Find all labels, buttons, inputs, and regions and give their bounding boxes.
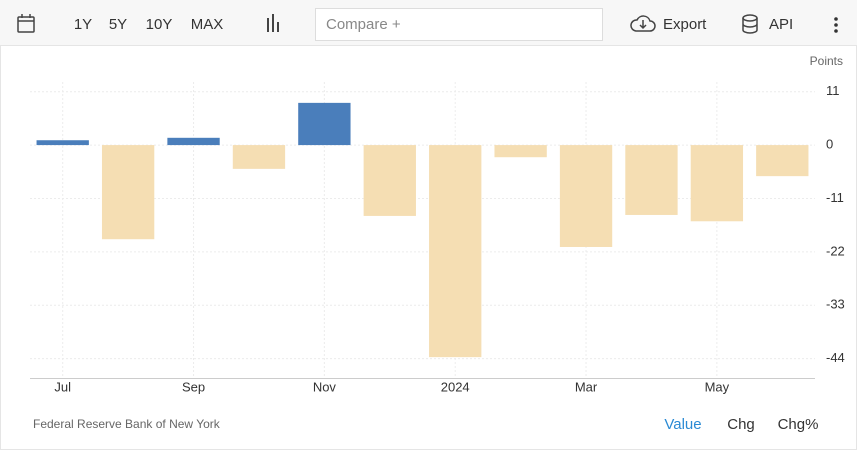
bar xyxy=(363,145,416,216)
x-tick-label: Nov xyxy=(313,379,337,394)
api-icon[interactable] xyxy=(742,14,758,34)
export-button[interactable]: Export xyxy=(663,16,707,33)
range-button[interactable]: 10Y xyxy=(146,16,173,33)
x-tick-label: Sep xyxy=(182,379,205,394)
tab-chg[interactable]: Chg xyxy=(727,416,755,433)
y-axis-label: Points xyxy=(810,54,843,68)
bar xyxy=(36,140,89,146)
tab-value[interactable]: Value xyxy=(664,416,701,433)
bar xyxy=(298,102,351,146)
chart-type-icon[interactable] xyxy=(267,14,279,32)
y-tick-label: -11 xyxy=(826,190,844,205)
compare-box[interactable] xyxy=(315,8,603,41)
y-tick-label: 11 xyxy=(826,83,840,98)
bar xyxy=(101,145,155,240)
y-tick-label: -22 xyxy=(826,243,845,258)
bar xyxy=(756,145,809,177)
bar xyxy=(625,145,678,215)
y-tick-label: -33 xyxy=(826,297,845,312)
x-tick-label: Jul xyxy=(54,379,71,394)
range-button[interactable]: MAX xyxy=(191,16,224,33)
bar xyxy=(559,145,613,247)
bar xyxy=(167,137,220,146)
bar xyxy=(429,145,482,358)
range-button[interactable]: 5Y xyxy=(109,16,127,33)
y-tick-label: -44 xyxy=(826,350,845,365)
tab-chg-pct[interactable]: Chg% xyxy=(778,416,819,433)
chart-frame xyxy=(0,45,857,450)
bar xyxy=(232,145,286,169)
x-tick-label: 2024 xyxy=(441,379,470,394)
y-tick-label: 0 xyxy=(826,137,833,152)
x-tick-label: May xyxy=(705,379,730,394)
bar xyxy=(494,145,547,158)
x-tick-label: Mar xyxy=(575,379,598,394)
compare-input[interactable]: Compare + xyxy=(326,16,401,33)
export-icon[interactable] xyxy=(630,15,656,32)
bar xyxy=(690,145,744,222)
calendar-icon[interactable] xyxy=(17,14,35,33)
source: Federal Reserve Bank of New York xyxy=(33,417,221,431)
range-button[interactable]: 1Y xyxy=(74,16,92,33)
api-button[interactable]: API xyxy=(769,16,793,33)
menu-icon[interactable] xyxy=(834,17,838,33)
